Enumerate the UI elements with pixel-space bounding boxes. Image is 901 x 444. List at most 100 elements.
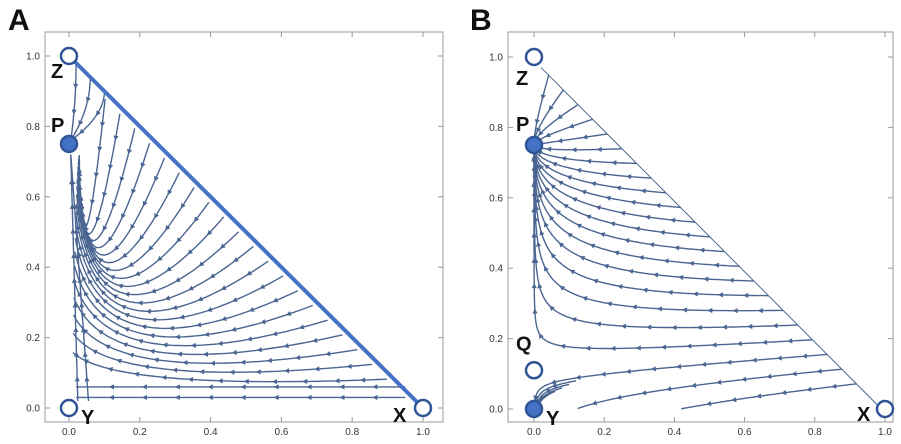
flow-arrowhead bbox=[545, 132, 551, 138]
flow-arrowhead bbox=[231, 349, 237, 356]
fixed-point-y bbox=[59, 398, 79, 418]
flow-streamline bbox=[74, 238, 284, 321]
flow-arrowhead bbox=[630, 199, 636, 206]
flow-arrowhead bbox=[696, 324, 702, 331]
flow-arrowhead bbox=[100, 312, 107, 319]
flow-arrowhead bbox=[113, 330, 120, 336]
flow-arrowhead bbox=[71, 253, 77, 259]
flow-arrowhead bbox=[108, 164, 114, 170]
y-tick-label: 0.6 bbox=[489, 193, 503, 204]
flow-arrowhead bbox=[149, 333, 155, 339]
flow-arrowhead bbox=[713, 262, 720, 268]
flow-arrowhead bbox=[314, 366, 320, 372]
flow-arrowhead bbox=[144, 279, 150, 284]
flow-arrowhead bbox=[360, 377, 366, 383]
flow-arrowhead bbox=[535, 197, 541, 203]
flow-arrowhead bbox=[551, 382, 558, 388]
flow-streamline bbox=[533, 148, 784, 312]
flow-arrowhead bbox=[196, 322, 202, 328]
flow-streamline bbox=[533, 148, 798, 329]
flow-arrowhead bbox=[137, 338, 144, 344]
flow-arrowhead bbox=[217, 378, 223, 384]
flow-arrowhead bbox=[95, 276, 101, 282]
flow-arrowhead bbox=[209, 360, 215, 366]
flow-arrowhead bbox=[140, 162, 146, 168]
flow-arrowhead bbox=[113, 245, 120, 251]
flow-streamline bbox=[70, 154, 90, 402]
y-tick-label: 0.8 bbox=[26, 122, 40, 133]
flow-arrowhead bbox=[157, 255, 163, 262]
flow-arrowhead bbox=[591, 400, 598, 406]
point-label-p: P bbox=[51, 115, 64, 137]
flow-arrowhead bbox=[84, 376, 90, 382]
flow-arrowhead bbox=[79, 128, 85, 134]
flow-arrowhead bbox=[115, 315, 121, 321]
x-tick-label: 0.2 bbox=[597, 427, 611, 438]
flow-arrowhead bbox=[590, 181, 597, 187]
flow-arrowhead bbox=[71, 277, 78, 283]
flow-arrowhead bbox=[70, 179, 76, 185]
fixed-point-x bbox=[875, 399, 895, 419]
flow-arrowhead bbox=[180, 202, 186, 209]
flow-arrowhead bbox=[531, 181, 537, 187]
flow-arrowhead bbox=[531, 283, 537, 289]
flow-arrowhead bbox=[649, 242, 655, 248]
flow-arrowhead bbox=[233, 257, 239, 263]
flow-arrowhead bbox=[585, 214, 592, 220]
flow-arrowhead bbox=[579, 256, 586, 261]
flow-arrowhead bbox=[549, 305, 555, 312]
flow-arrowhead bbox=[272, 297, 279, 303]
fixed-point-p bbox=[59, 134, 79, 154]
flow-arrowhead bbox=[545, 387, 552, 393]
flow-arrowhead bbox=[656, 306, 662, 312]
flow-arrowhead bbox=[80, 327, 87, 333]
flow-arrowhead bbox=[177, 351, 183, 357]
flow-arrowhead bbox=[620, 210, 626, 216]
point-label-x: X bbox=[393, 405, 407, 427]
flow-arrowhead bbox=[166, 266, 172, 272]
flow-streamline bbox=[533, 353, 828, 408]
flow-arrowhead bbox=[167, 189, 173, 196]
flow-arrowhead bbox=[563, 203, 569, 209]
flow-streamline bbox=[70, 77, 91, 141]
flow-arrowhead bbox=[83, 251, 89, 258]
flow-streamline bbox=[533, 148, 710, 238]
flow-arrowhead bbox=[102, 298, 108, 305]
flow-arrowhead bbox=[699, 247, 705, 253]
flow-arrowhead bbox=[207, 384, 213, 390]
flow-streamline bbox=[533, 89, 564, 144]
flow-arrowhead bbox=[571, 147, 577, 153]
flow-arrowhead bbox=[161, 374, 167, 381]
flow-arrowhead bbox=[71, 109, 77, 115]
flow-arrowhead bbox=[141, 394, 147, 401]
flow-arrowhead bbox=[128, 261, 135, 267]
flow-arrowhead bbox=[240, 359, 246, 365]
flow-arrowhead bbox=[99, 121, 106, 128]
flow-arrowhead bbox=[540, 188, 546, 195]
flow-arrowhead bbox=[284, 368, 290, 374]
y-tick-label: 0.0 bbox=[26, 404, 40, 415]
panel-a: 0.0 0.2 0.4 0.6 0.8 1.0 0.0 0.2 0.4 0.6 0.8 1.0 Z P Y X… bbox=[8, 4, 444, 438]
flow-streamline bbox=[533, 146, 754, 282]
flow-arrowhead bbox=[736, 341, 742, 347]
flow-streamline bbox=[73, 280, 328, 347]
flow-arrowhead bbox=[646, 324, 652, 330]
y-tick-label: 1.0 bbox=[489, 53, 503, 64]
flow-arrowhead bbox=[306, 394, 312, 401]
flow-streamline bbox=[681, 383, 857, 410]
flow-streamline bbox=[533, 147, 813, 350]
panel-label: A bbox=[8, 4, 30, 37]
flow-arrowhead bbox=[582, 134, 588, 140]
flow-arrowhead bbox=[133, 371, 140, 377]
flow-arrowhead bbox=[220, 243, 226, 249]
flow-arrowhead bbox=[73, 228, 80, 234]
flow-arrowhead bbox=[568, 123, 575, 129]
flow-arrowhead bbox=[283, 343, 289, 349]
flow-streamline bbox=[533, 148, 696, 223]
flow-arrowhead bbox=[221, 316, 227, 322]
flow-arrowhead bbox=[102, 191, 108, 198]
flow-arrowhead bbox=[240, 384, 246, 390]
flow-arrowhead bbox=[339, 394, 345, 401]
flow-arrowhead bbox=[70, 228, 76, 234]
flow-arrowhead bbox=[139, 234, 145, 241]
